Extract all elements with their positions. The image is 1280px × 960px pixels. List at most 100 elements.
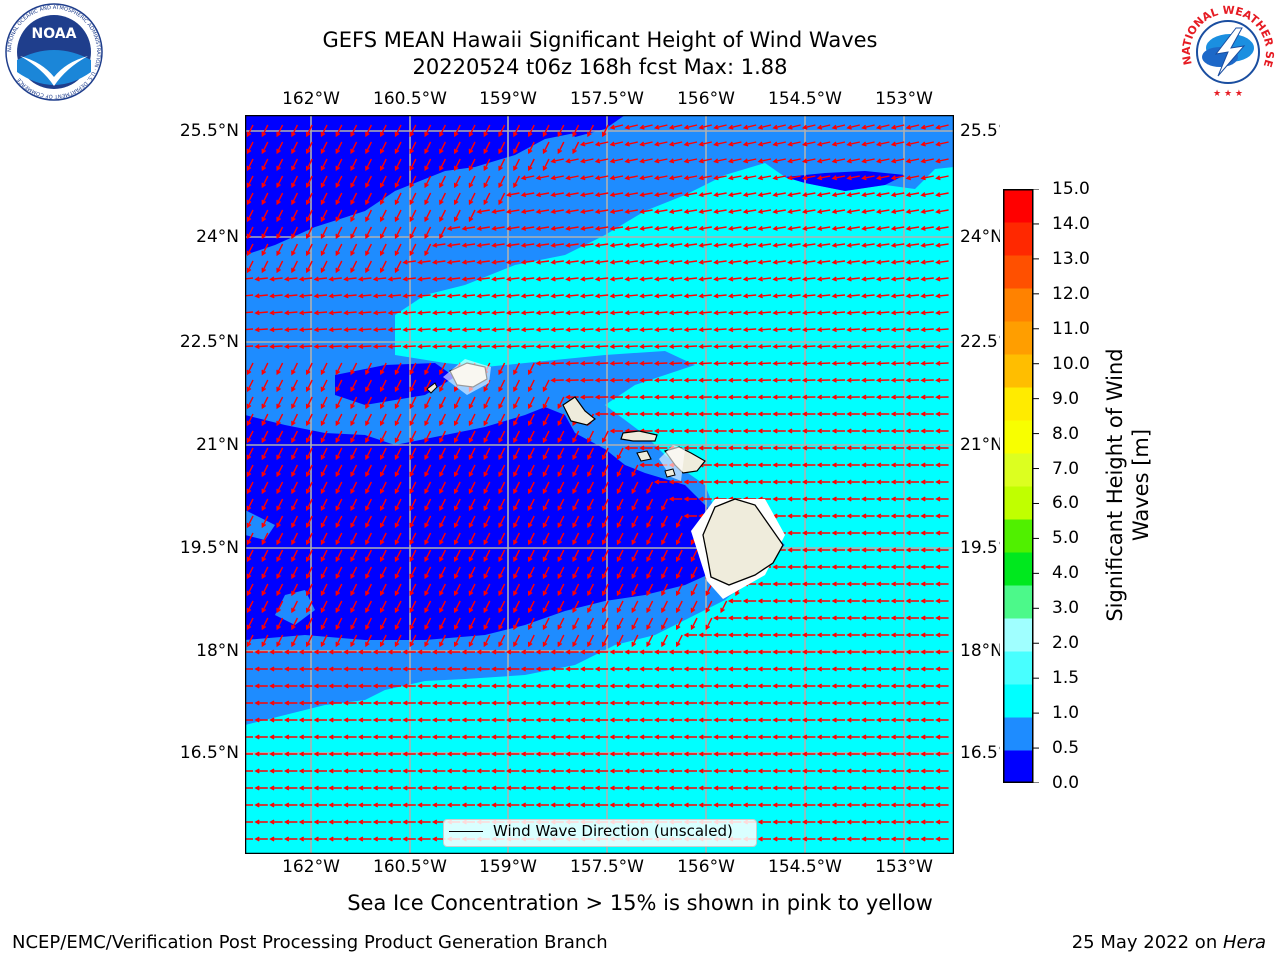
wave-direction-arrow (742, 192, 757, 198)
wave-direction-arrow (505, 785, 520, 791)
wave-direction-arrow (831, 259, 846, 265)
wave-direction-arrow (727, 768, 742, 774)
wave-direction-arrow (439, 498, 447, 512)
wave-direction-arrow (505, 343, 520, 350)
wave-direction-arrow (757, 225, 772, 231)
wave-direction-arrow (787, 649, 801, 655)
wave-direction-arrow (816, 819, 831, 825)
wave-direction-arrow (920, 377, 934, 383)
wave-direction-arrow (453, 124, 461, 138)
wave-direction-arrow (320, 447, 328, 461)
wave-direction-arrow (787, 124, 801, 130)
wave-direction-arrow (639, 666, 653, 672)
wave-direction-arrow (550, 209, 564, 215)
wave-direction-arrow (816, 615, 831, 621)
wave-direction-arrow (298, 276, 313, 282)
wave-direction-arrow (491, 293, 505, 299)
wave-direction-arrow (520, 242, 535, 248)
wave-direction-arrow (424, 549, 432, 563)
wave-direction-arrow (402, 293, 416, 299)
wave-direction-arrow (713, 327, 727, 333)
wave-direction-arrow (668, 175, 683, 181)
wave-direction-arrow (653, 175, 668, 181)
wave-direction-arrow (365, 549, 373, 563)
wave-direction-arrow (698, 209, 712, 215)
wave-direction-arrow (424, 498, 432, 512)
wave-direction-arrow (305, 447, 313, 461)
wave-direction-arrow (609, 394, 624, 400)
wave-direction-arrow (269, 768, 283, 774)
wave-direction-arrow (439, 464, 447, 478)
wave-direction-arrow (816, 276, 831, 282)
wave-direction-arrow (535, 717, 549, 723)
wave-direction-arrow (394, 600, 402, 614)
wave-direction-arrow (594, 225, 609, 231)
colorbar-tick-label: 4.0 (1052, 563, 1080, 584)
wave-direction-arrow (320, 158, 328, 172)
wave-direction-arrow (276, 498, 284, 512)
wave-direction-arrow (579, 343, 594, 350)
wave-direction-arrow (875, 293, 890, 299)
wave-direction-arrow (713, 445, 727, 451)
wave-direction-arrow (550, 242, 564, 248)
wave-direction-arrow (935, 394, 949, 400)
wave-direction-arrow (394, 158, 402, 172)
wave-direction-arrow (624, 276, 638, 282)
wave-direction-arrow (565, 343, 579, 350)
wave-direction-arrow (320, 532, 328, 546)
wave-direction-arrow (668, 276, 683, 282)
wave-direction-arrow (527, 549, 535, 563)
wave-direction-arrow (305, 600, 313, 614)
wave-direction-arrow (920, 615, 934, 621)
wave-direction-arrow (320, 379, 328, 393)
wave-direction-arrow (772, 700, 786, 706)
wave-direction-arrow (890, 209, 905, 215)
wave-direction-arrow (328, 717, 342, 723)
wave-direction-arrow (861, 649, 875, 655)
wave-direction-arrow (572, 447, 580, 461)
wave-direction-arrow (920, 411, 934, 417)
wave-direction-arrow (698, 310, 712, 316)
wave-direction-arrow (890, 141, 905, 147)
wave-direction-arrow (705, 583, 713, 597)
wave-direction-arrow (409, 226, 417, 240)
wave-direction-arrow (816, 632, 831, 638)
wave-direction-arrow (624, 209, 638, 215)
wave-direction-arrow (379, 226, 387, 240)
wave-direction-arrow (609, 175, 624, 181)
wave-direction-arrow (935, 785, 949, 791)
wave-direction-arrow (653, 768, 668, 774)
wave-direction-arrow (787, 581, 801, 587)
wave-direction-arrow (742, 225, 757, 231)
wave-direction-arrow (727, 192, 742, 198)
wave-direction-arrow (291, 362, 299, 376)
wave-direction-arrow (283, 276, 298, 282)
wave-direction-arrow (861, 785, 875, 791)
wave-direction-arrow (594, 175, 609, 181)
wave-direction-arrow (616, 600, 624, 614)
wave-direction-arrow (683, 327, 698, 333)
wave-direction-arrow (727, 377, 742, 383)
wave-direction-arrow (816, 428, 831, 434)
wave-direction-arrow (861, 124, 875, 130)
wave-direction-arrow (491, 666, 505, 672)
wave-direction-arrow (742, 428, 757, 434)
wave-direction-arrow (476, 310, 490, 316)
wave-direction-arrow (394, 243, 402, 257)
wave-direction-arrow (683, 632, 697, 638)
wave-direction-arrow (357, 310, 372, 316)
wave-direction-arrow (646, 634, 654, 648)
wave-direction-arrow (468, 413, 476, 427)
wave-direction-arrow (498, 481, 506, 495)
wave-direction-arrow (276, 226, 284, 240)
wave-direction-arrow (846, 360, 860, 366)
wave-direction-arrow (690, 583, 698, 597)
wave-direction-arrow (609, 141, 624, 147)
wave-direction-arrow (269, 785, 283, 791)
wave-direction-arrow (343, 768, 357, 774)
wave-direction-arrow (520, 343, 535, 350)
wave-direction-arrow (357, 836, 372, 842)
wave-direction-arrow (727, 293, 742, 299)
wave-direction-arrow (801, 141, 816, 147)
wave-direction-arrow (320, 566, 328, 580)
